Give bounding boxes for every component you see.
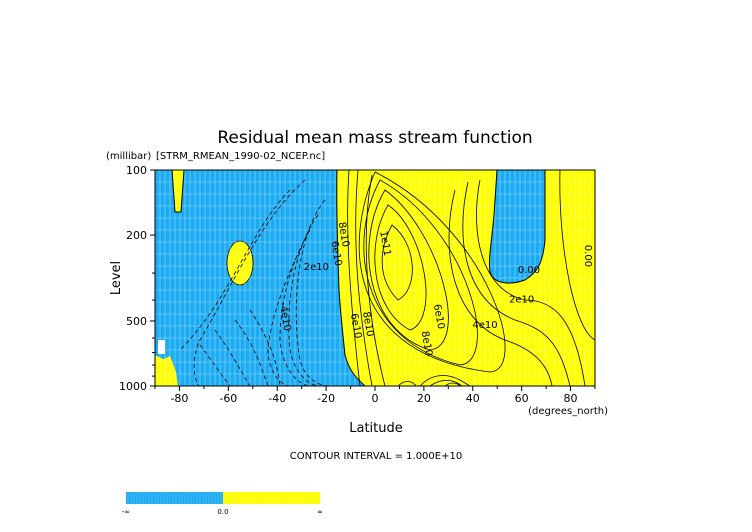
y-tick-label: 200 (126, 229, 147, 242)
contour-label: 8e10 (336, 221, 351, 248)
x-tick-label: -60 (219, 392, 237, 405)
legend-stripes (127, 492, 318, 504)
contour-label: 2e10 (509, 294, 534, 305)
y-axis: 100 200 500 1000 (119, 164, 155, 393)
x-tick-label: 0 (372, 392, 379, 405)
x-tick-label: -80 (170, 392, 188, 405)
contour-label: 8e10 (419, 330, 434, 357)
x-tick-label: 80 (564, 392, 578, 405)
negative-region-north (489, 170, 545, 284)
contour-label: -4e10 (277, 302, 293, 332)
x-tick-label: -40 (268, 392, 286, 405)
x-tick-label: -20 (317, 392, 335, 405)
zero-contour-north (489, 170, 546, 284)
contour-label: 6e10 (348, 313, 363, 340)
legend-negative-swatch (126, 492, 223, 504)
y-tick-label: 100 (126, 164, 147, 177)
x-axis: -80 -60 -40 -20 0 20 40 60 80 (154, 386, 596, 405)
plot-area (155, 170, 595, 386)
y-tick-label: 500 (126, 315, 147, 328)
y-axis-title: Level (109, 261, 124, 295)
legend-label-min: -∞ (122, 508, 130, 516)
x-tick-label: 40 (466, 392, 480, 405)
grid (155, 170, 595, 386)
contour-label: 4e10 (472, 320, 497, 331)
legend-label-zero: 0.0 (217, 508, 228, 516)
contour-labels: 1e118e106e102e10-4e100.002e104e106e108e1… (277, 221, 594, 357)
chart-subtitle: [STRM_RMEAN_1990-02_NCEP.nc] (156, 151, 325, 162)
y-units-label: (millibar) (106, 151, 151, 162)
contour-interval-note: CONTOUR INTERVAL = 1.000E+10 (290, 451, 462, 462)
x-tick-label: 20 (417, 392, 431, 405)
zero-contour-sw (171, 170, 185, 213)
missing-data-patch (158, 340, 165, 354)
legend-positive-swatch (223, 492, 320, 504)
contour-label: 6e10 (328, 240, 343, 267)
contour-label: 0.00 (518, 265, 540, 276)
chart-title: Residual mean mass stream function (217, 128, 532, 148)
negative-contours (179, 179, 331, 386)
zero-contour-line (336, 170, 366, 386)
contour-label: 8e10 (360, 311, 375, 338)
x-axis-title: Latitude (349, 421, 403, 436)
positive-contours (347, 170, 595, 386)
legend-label-max: ∞ (317, 508, 323, 516)
contour-label: 6e10 (431, 303, 446, 330)
contour-label: 1e11 (377, 230, 392, 257)
contour-label: 0.00 (582, 245, 593, 267)
x-units-label: (degrees_north) (528, 406, 608, 417)
color-legend: -∞ 0.0 ∞ (122, 492, 323, 516)
y-tick-label: 1000 (119, 380, 147, 393)
x-tick-label: 60 (515, 392, 529, 405)
contour-label: 2e10 (304, 262, 329, 273)
